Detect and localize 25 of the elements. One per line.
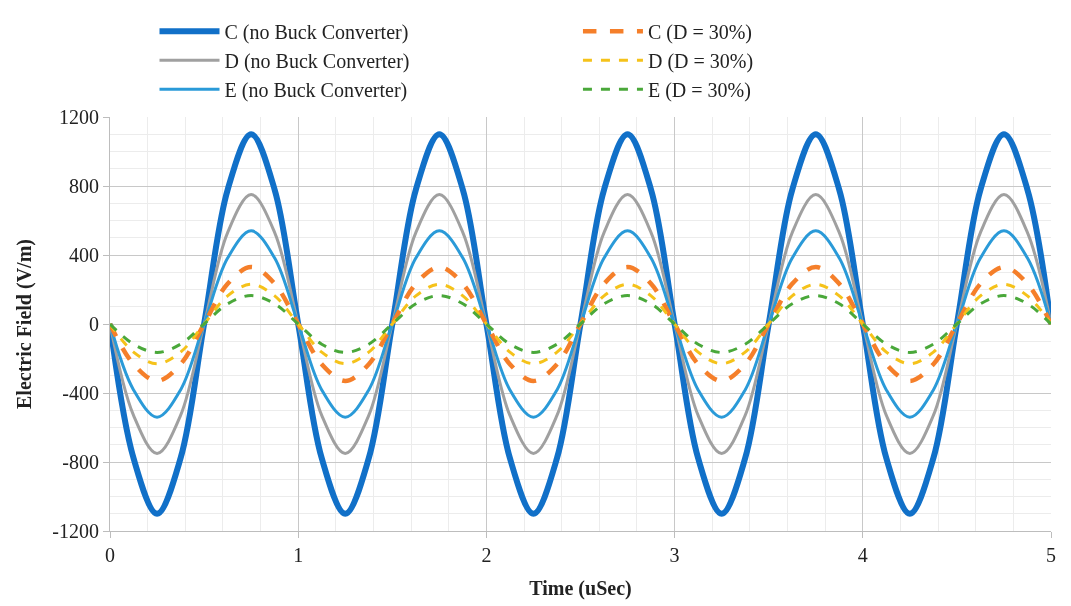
y-axis-title: Electric Field (V/m) <box>12 239 36 409</box>
y-tick-label: -1200 <box>52 520 99 542</box>
legend-label: E (no Buck Converter) <box>224 79 408 103</box>
y-tick-label: 1200 <box>59 106 99 128</box>
x-tick-label: 2 <box>481 544 492 566</box>
y-tick-label: 400 <box>69 244 99 266</box>
y-tick-label: -400 <box>62 382 99 404</box>
line-series <box>110 294 1051 354</box>
x-tick-label: 0 <box>105 544 115 566</box>
legend-label: E (D = 30%) <box>647 79 751 103</box>
legend-label: C (D = 30%) <box>647 21 752 45</box>
x-tick-label: 3 <box>669 544 680 566</box>
y-tick-label: 0 <box>89 313 99 335</box>
line-series <box>110 229 1051 419</box>
line-series <box>110 282 1051 366</box>
line-series <box>110 264 1051 384</box>
y-tick-label: -800 <box>62 451 99 473</box>
x-tick-label: 1 <box>293 544 304 566</box>
x-tick-label: 4 <box>857 544 868 566</box>
legend-label: D (no Buck Converter) <box>224 50 410 74</box>
legend-label: D (D = 30%) <box>647 50 754 74</box>
x-tick-label: 5 <box>1046 544 1056 566</box>
x-axis-title: Time (uSec) <box>529 576 632 600</box>
legend-label: C (no Buck Converter) <box>224 21 409 45</box>
y-tick-label: 800 <box>69 175 99 197</box>
